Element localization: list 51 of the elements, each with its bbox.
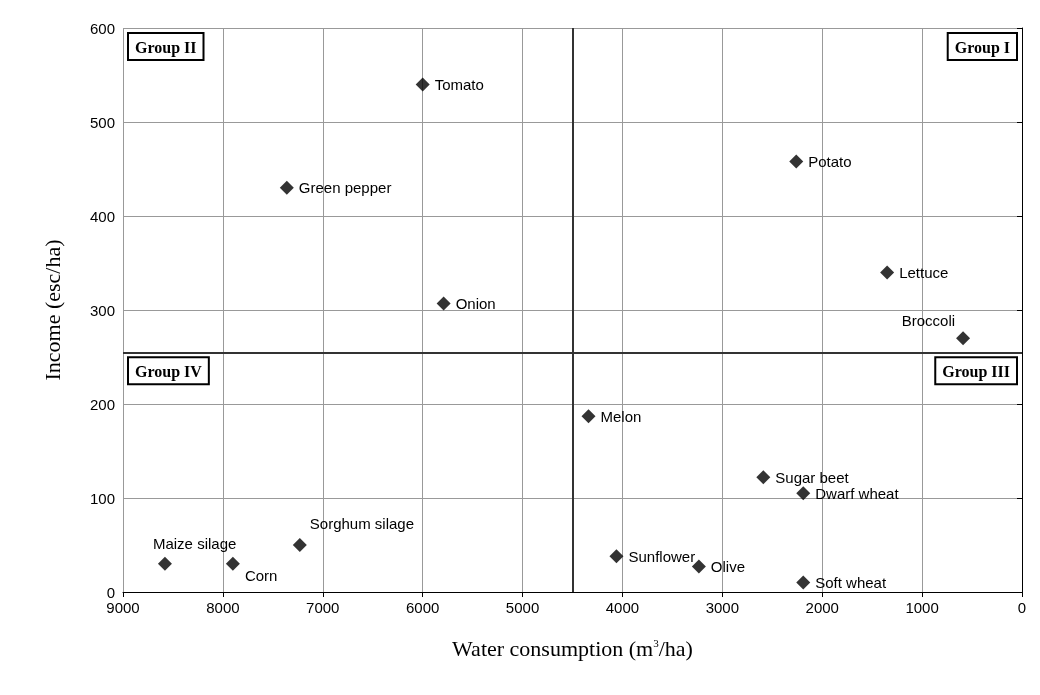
annotation: Potato [808, 152, 852, 170]
y-tick-label: 500 [89, 113, 115, 131]
point [581, 409, 596, 424]
x-tick-label: 4000 [605, 599, 640, 616]
y-axis-title: Income (esc/ha) [39, 239, 65, 381]
annotation: Sorghum silage [309, 514, 415, 532]
annotation: Group II [135, 38, 197, 57]
annotation: Onion [455, 294, 496, 312]
annotation: Sugar beet [775, 468, 850, 486]
annotation: Group I [954, 38, 1010, 57]
annotation: Green pepper [298, 179, 392, 197]
point [279, 180, 294, 195]
annotation: Melon [600, 407, 642, 425]
x-tick-label: 2000 [805, 599, 839, 616]
annotation: Dwarf wheat [815, 484, 900, 502]
x-tick-label: 8000 [206, 599, 240, 616]
point [225, 556, 240, 571]
annotation: Olive [710, 558, 746, 576]
annotation: Maize silage [152, 535, 237, 553]
x-tick-label: 0 [1017, 599, 1027, 616]
x-tick-label: 3000 [705, 599, 740, 616]
x-tick-label: 1000 [905, 599, 939, 616]
point [796, 575, 811, 590]
annotation: Corn [244, 567, 278, 585]
annotation: Broccoli [901, 311, 956, 329]
point [796, 486, 811, 501]
x-tick-label: 5000 [505, 599, 540, 616]
point [609, 549, 624, 564]
y-tick-label: 200 [89, 395, 115, 413]
annotation: Group IV [135, 362, 203, 381]
point [292, 538, 307, 552]
x-tick-label: 7000 [306, 599, 340, 616]
point [756, 470, 771, 485]
y-tick-label: 0 [106, 583, 115, 601]
point [956, 331, 971, 346]
annotation: Lettuce [899, 263, 949, 281]
y-tick-label: 600 [89, 19, 115, 37]
x-tick-label: 9000 [106, 599, 140, 616]
annotation: Group III [942, 362, 1010, 381]
point [415, 77, 430, 92]
annotation: Soft wheat [815, 574, 887, 592]
annotation: Sunflower [628, 547, 696, 565]
y-tick-label: 400 [89, 207, 115, 225]
annotation: Tomato [434, 75, 484, 93]
point [789, 154, 804, 169]
point [436, 296, 451, 311]
point [157, 556, 172, 571]
point [880, 265, 895, 280]
y-tick-label: 300 [89, 301, 115, 319]
x-tick-label: 6000 [405, 599, 440, 616]
y-tick-label: 100 [89, 489, 115, 507]
